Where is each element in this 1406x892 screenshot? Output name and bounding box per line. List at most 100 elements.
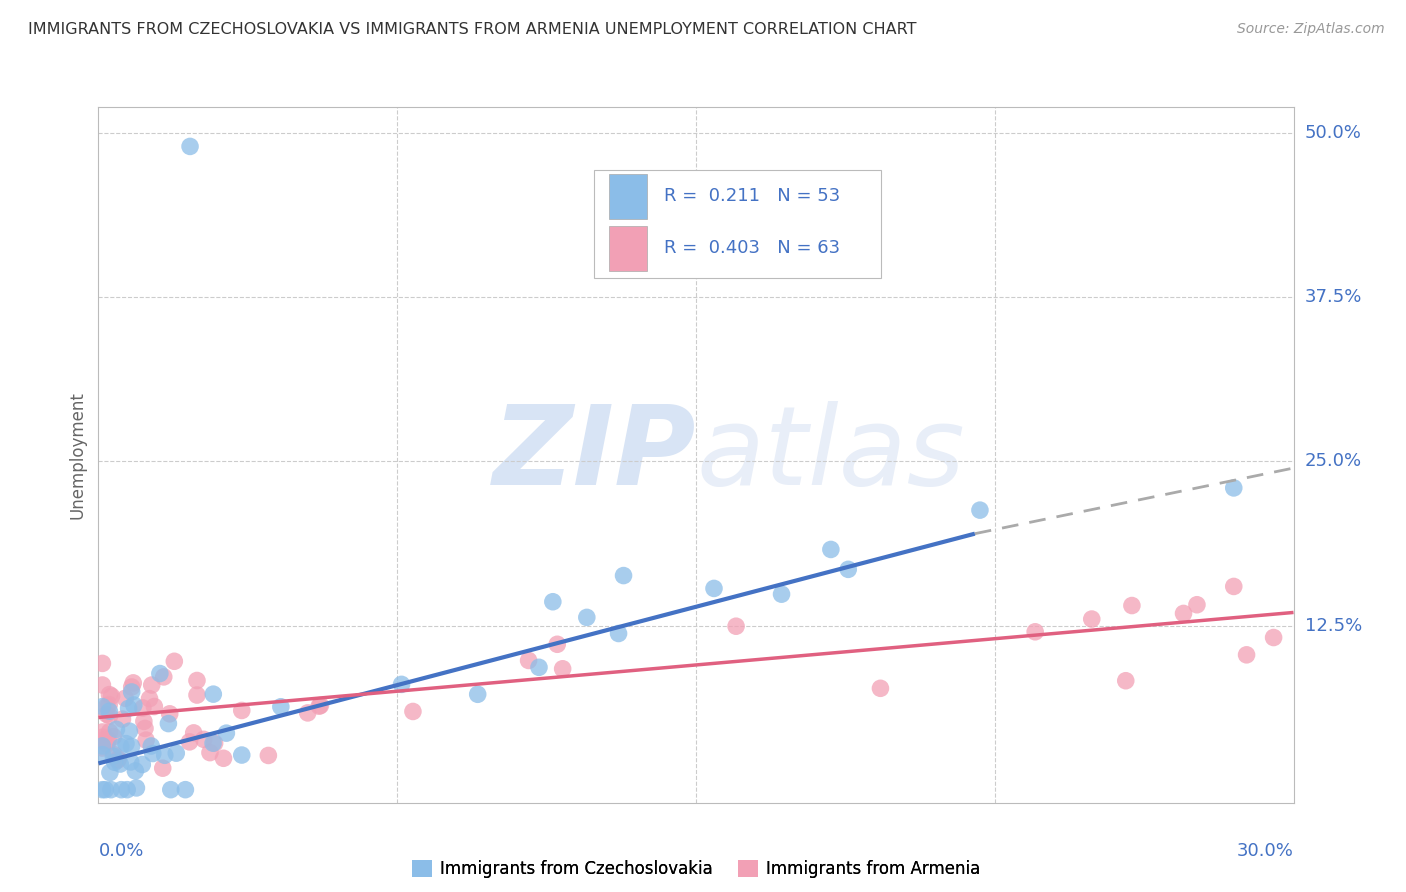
Point (138, 691, 160, 706)
Text: R =  0.211   N = 53: R = 0.211 N = 53 (664, 187, 839, 205)
Point (131, 757, 153, 772)
Point (141, 739, 163, 753)
Legend: Immigrants from Czechoslovakia, Immigrants from Armenia: Immigrants from Czechoslovakia, Immigran… (405, 854, 987, 885)
Point (91, 725, 114, 739)
Point (121, 680, 143, 694)
Point (212, 751, 235, 765)
Point (820, 542, 842, 557)
Point (125, 780, 148, 795)
Point (91, 731, 114, 745)
Point (231, 747, 253, 762)
Point (174, 782, 197, 797)
Point (193, 732, 215, 747)
Text: 12.5%: 12.5% (1305, 616, 1362, 634)
Point (124, 764, 146, 778)
Point (143, 699, 166, 714)
Point (215, 726, 238, 740)
Point (91, 657, 114, 671)
Point (98, 765, 121, 780)
Point (91, 741, 114, 756)
Point (270, 699, 292, 714)
Point (110, 782, 132, 797)
Point (94, 782, 117, 797)
Point (607, 626, 630, 640)
Point (152, 670, 174, 684)
Point (257, 748, 280, 763)
Point (103, 747, 125, 762)
Text: 0.0%: 0.0% (98, 842, 143, 860)
Point (98, 704, 121, 718)
Point (114, 691, 136, 706)
Point (107, 753, 129, 767)
Point (107, 752, 129, 766)
Point (103, 749, 125, 764)
Point (118, 724, 141, 739)
Text: 30.0%: 30.0% (1237, 842, 1294, 860)
Point (152, 761, 174, 775)
Point (703, 582, 725, 596)
Point (96, 737, 118, 751)
Point (105, 723, 128, 737)
Text: R =  0.403   N = 63: R = 0.403 N = 63 (664, 239, 839, 257)
Point (969, 503, 991, 517)
Point (122, 698, 145, 712)
Point (1263, 631, 1285, 645)
Point (98, 698, 121, 712)
Text: 37.5%: 37.5% (1305, 288, 1362, 306)
Point (204, 736, 226, 750)
Point (132, 714, 155, 729)
Point (391, 677, 413, 691)
Point (1236, 648, 1258, 662)
Point (91, 747, 114, 762)
Point (202, 736, 225, 750)
Point (869, 681, 891, 696)
Point (179, 735, 201, 749)
Point (115, 737, 138, 751)
Point (402, 705, 425, 719)
Point (157, 716, 180, 731)
Point (159, 782, 181, 797)
Point (163, 654, 186, 668)
Point (141, 678, 163, 692)
Point (135, 733, 157, 747)
Point (98, 709, 121, 723)
Point (1222, 481, 1246, 495)
Point (96, 698, 118, 713)
Point (91, 782, 114, 797)
Point (91, 678, 114, 692)
Point (1024, 624, 1046, 639)
Point (149, 666, 172, 681)
Text: atlas: atlas (696, 401, 965, 508)
Point (117, 701, 139, 715)
Point (770, 587, 793, 601)
Point (142, 747, 165, 761)
Point (541, 595, 564, 609)
Point (186, 688, 208, 702)
Point (1081, 612, 1104, 626)
Point (183, 726, 205, 740)
Point (575, 610, 598, 624)
Point (308, 699, 330, 714)
Point (153, 748, 176, 763)
Point (97, 733, 120, 747)
Text: 50.0%: 50.0% (1305, 124, 1361, 143)
Point (103, 730, 125, 744)
FancyBboxPatch shape (595, 169, 882, 277)
Point (1115, 673, 1137, 688)
Point (725, 619, 748, 633)
Point (121, 685, 143, 699)
Point (91, 739, 114, 753)
Point (1121, 599, 1143, 613)
Point (202, 687, 225, 701)
Point (96, 707, 118, 722)
Point (297, 706, 319, 720)
Point (527, 660, 550, 674)
Point (517, 653, 540, 667)
Point (111, 712, 134, 726)
Point (91, 699, 114, 714)
Point (198, 746, 221, 760)
Point (467, 687, 489, 701)
Point (551, 662, 574, 676)
Point (98, 688, 121, 702)
Point (100, 689, 122, 703)
